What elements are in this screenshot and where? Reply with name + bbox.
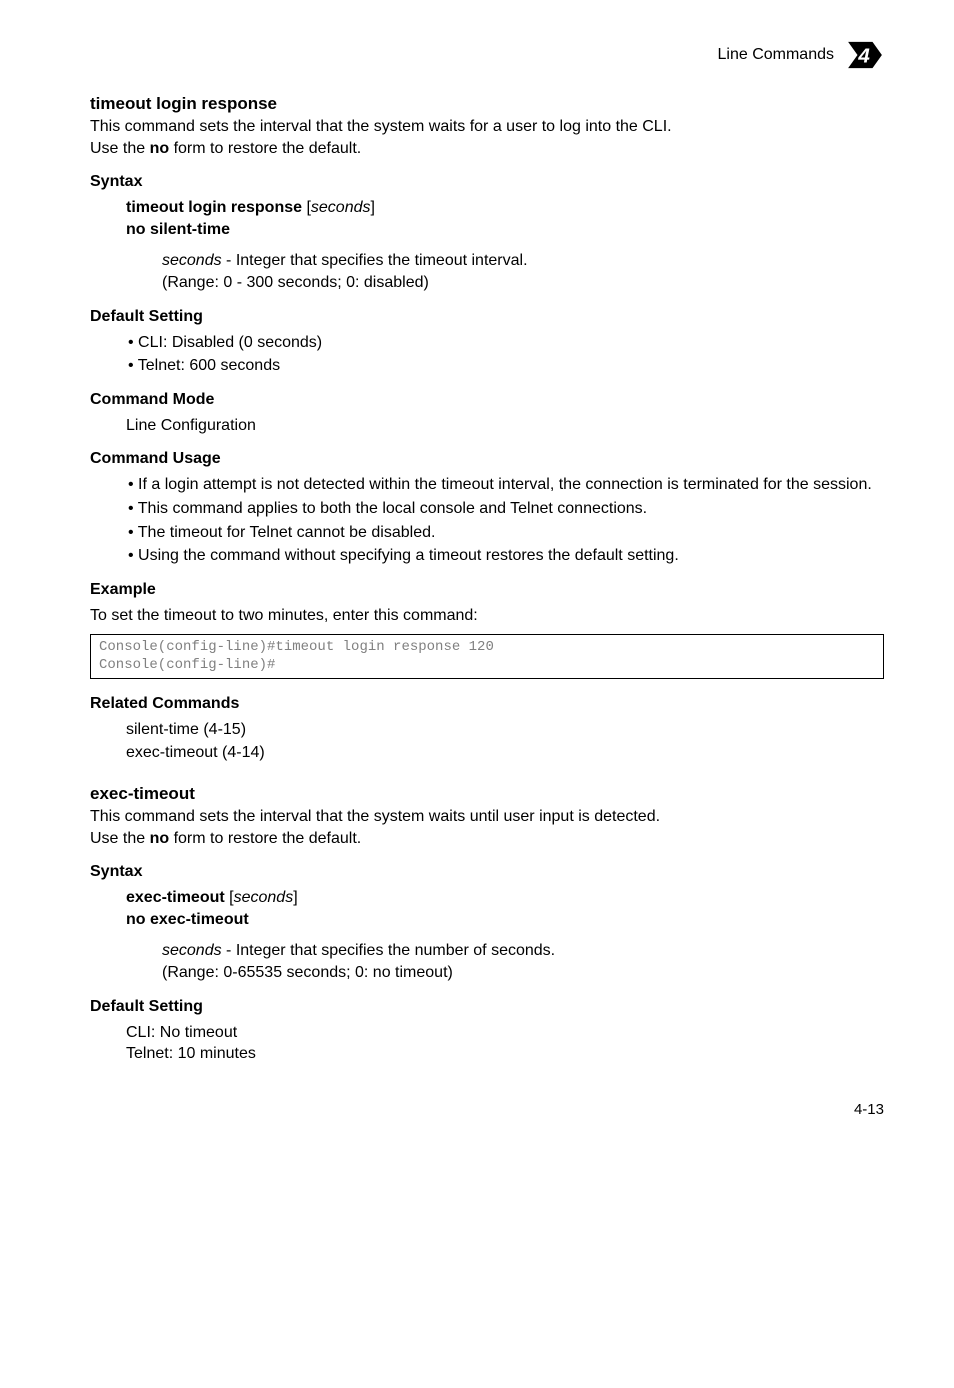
chapter-badge: 4 xyxy=(846,40,884,70)
sec2-default-heading: Default Setting xyxy=(90,998,884,1016)
sec1-syntax-heading: Syntax xyxy=(90,173,884,191)
sec2-default-l2: Telnet: 10 minutes xyxy=(126,1043,884,1065)
sec2-syntax-desc: seconds - Integer that specifies the num… xyxy=(162,940,884,983)
sec1-title: timeout login response xyxy=(90,94,884,114)
sec1-param-a: seconds xyxy=(162,252,222,269)
sec1-default-b1: CLI: Disabled (0 seconds) xyxy=(90,332,884,354)
sec1-intro-l2c: form to restore the default. xyxy=(169,140,361,157)
sec1-cmd1b: [ xyxy=(302,199,311,216)
sec2-default-block: CLI: No timeout Telnet: 10 minutes xyxy=(126,1022,884,1065)
sec1-intro: This command sets the interval that the … xyxy=(90,116,884,159)
sec2-param-b: - Integer that specifies the number of s… xyxy=(222,942,556,959)
sec1-range: (Range: 0 - 300 seconds; 0: disabled) xyxy=(162,272,884,294)
sec1-related-heading: Related Commands xyxy=(90,695,884,713)
sec1-default-list: CLI: Disabled (0 seconds) Telnet: 600 se… xyxy=(90,332,884,377)
sec1-cmdmode-heading: Command Mode xyxy=(90,391,884,409)
sec2-intro-l1: This command sets the interval that the … xyxy=(90,808,660,825)
sec1-usage-b3: The timeout for Telnet cannot be disable… xyxy=(90,522,884,544)
sec1-usage-b2: This command applies to both the local c… xyxy=(90,498,884,520)
sec1-cmd2: no silent-time xyxy=(126,221,230,238)
sec2-range: (Range: 0-65535 seconds; 0: no timeout) xyxy=(162,962,884,984)
sec2-intro: This command sets the interval that the … xyxy=(90,806,884,849)
sec2-intro-l2c: form to restore the default. xyxy=(169,830,361,847)
sec1-related-list: silent-time (4-15) exec-timeout (4-14) xyxy=(126,719,884,764)
sec1-usage-b1: If a login attempt is not detected withi… xyxy=(90,474,884,496)
sec2-syntax-heading: Syntax xyxy=(90,863,884,881)
sec1-cmd1d: ] xyxy=(371,199,375,216)
sec1-param-b: - Integer that specifies the timeout int… xyxy=(222,252,528,269)
sec2-cmd1b: [ xyxy=(225,889,234,906)
sec2-intro-l2b: no xyxy=(150,830,170,847)
sec2-intro-l2a: Use the xyxy=(90,830,150,847)
sec1-default-b2: Telnet: 600 seconds xyxy=(90,355,884,377)
sec1-cmd1c: seconds xyxy=(311,199,371,216)
sec1-intro-l2b: no xyxy=(150,140,170,157)
sec1-syntax-cmds: timeout login response [seconds] no sile… xyxy=(126,197,884,240)
sec1-cmdmode-text: Line Configuration xyxy=(126,415,884,437)
sec1-example-intro: To set the timeout to two minutes, enter… xyxy=(90,605,884,627)
sec1-cmd1a: timeout login response xyxy=(126,199,302,216)
sec1-usage-heading: Command Usage xyxy=(90,450,884,468)
page-header: Line Commands 4 xyxy=(90,40,884,70)
header-section-title: Line Commands xyxy=(718,46,835,64)
sec1-syntax-desc: seconds - Integer that specifies the tim… xyxy=(162,250,884,293)
sec1-example-heading: Example xyxy=(90,581,884,599)
sec1-related-1: silent-time (4-15) xyxy=(126,719,884,741)
sec2-cmd1d: ] xyxy=(293,889,297,906)
sec1-usage-b4: Using the command without specifying a t… xyxy=(90,545,884,567)
sec1-example-code: Console(config-line)#timeout login respo… xyxy=(90,634,884,679)
sec1-usage-list: If a login attempt is not detected withi… xyxy=(90,474,884,566)
sec2-cmd1c: seconds xyxy=(234,889,294,906)
chapter-number: 4 xyxy=(857,45,870,68)
page-number: 4-13 xyxy=(90,1101,884,1118)
sec1-related-2: exec-timeout (4-14) xyxy=(126,742,884,764)
sec2-default-l1: CLI: No timeout xyxy=(126,1022,884,1044)
sec2-syntax-cmds: exec-timeout [seconds] no exec-timeout xyxy=(126,887,884,930)
sec2-param-a: seconds xyxy=(162,942,222,959)
sec2-title: exec-timeout xyxy=(90,784,884,804)
sec2-cmd2: no exec-timeout xyxy=(126,911,249,928)
sec1-default-heading: Default Setting xyxy=(90,308,884,326)
sec2-cmd1a: exec-timeout xyxy=(126,889,225,906)
sec1-intro-l1: This command sets the interval that the … xyxy=(90,118,672,135)
sec1-intro-l2a: Use the xyxy=(90,140,150,157)
